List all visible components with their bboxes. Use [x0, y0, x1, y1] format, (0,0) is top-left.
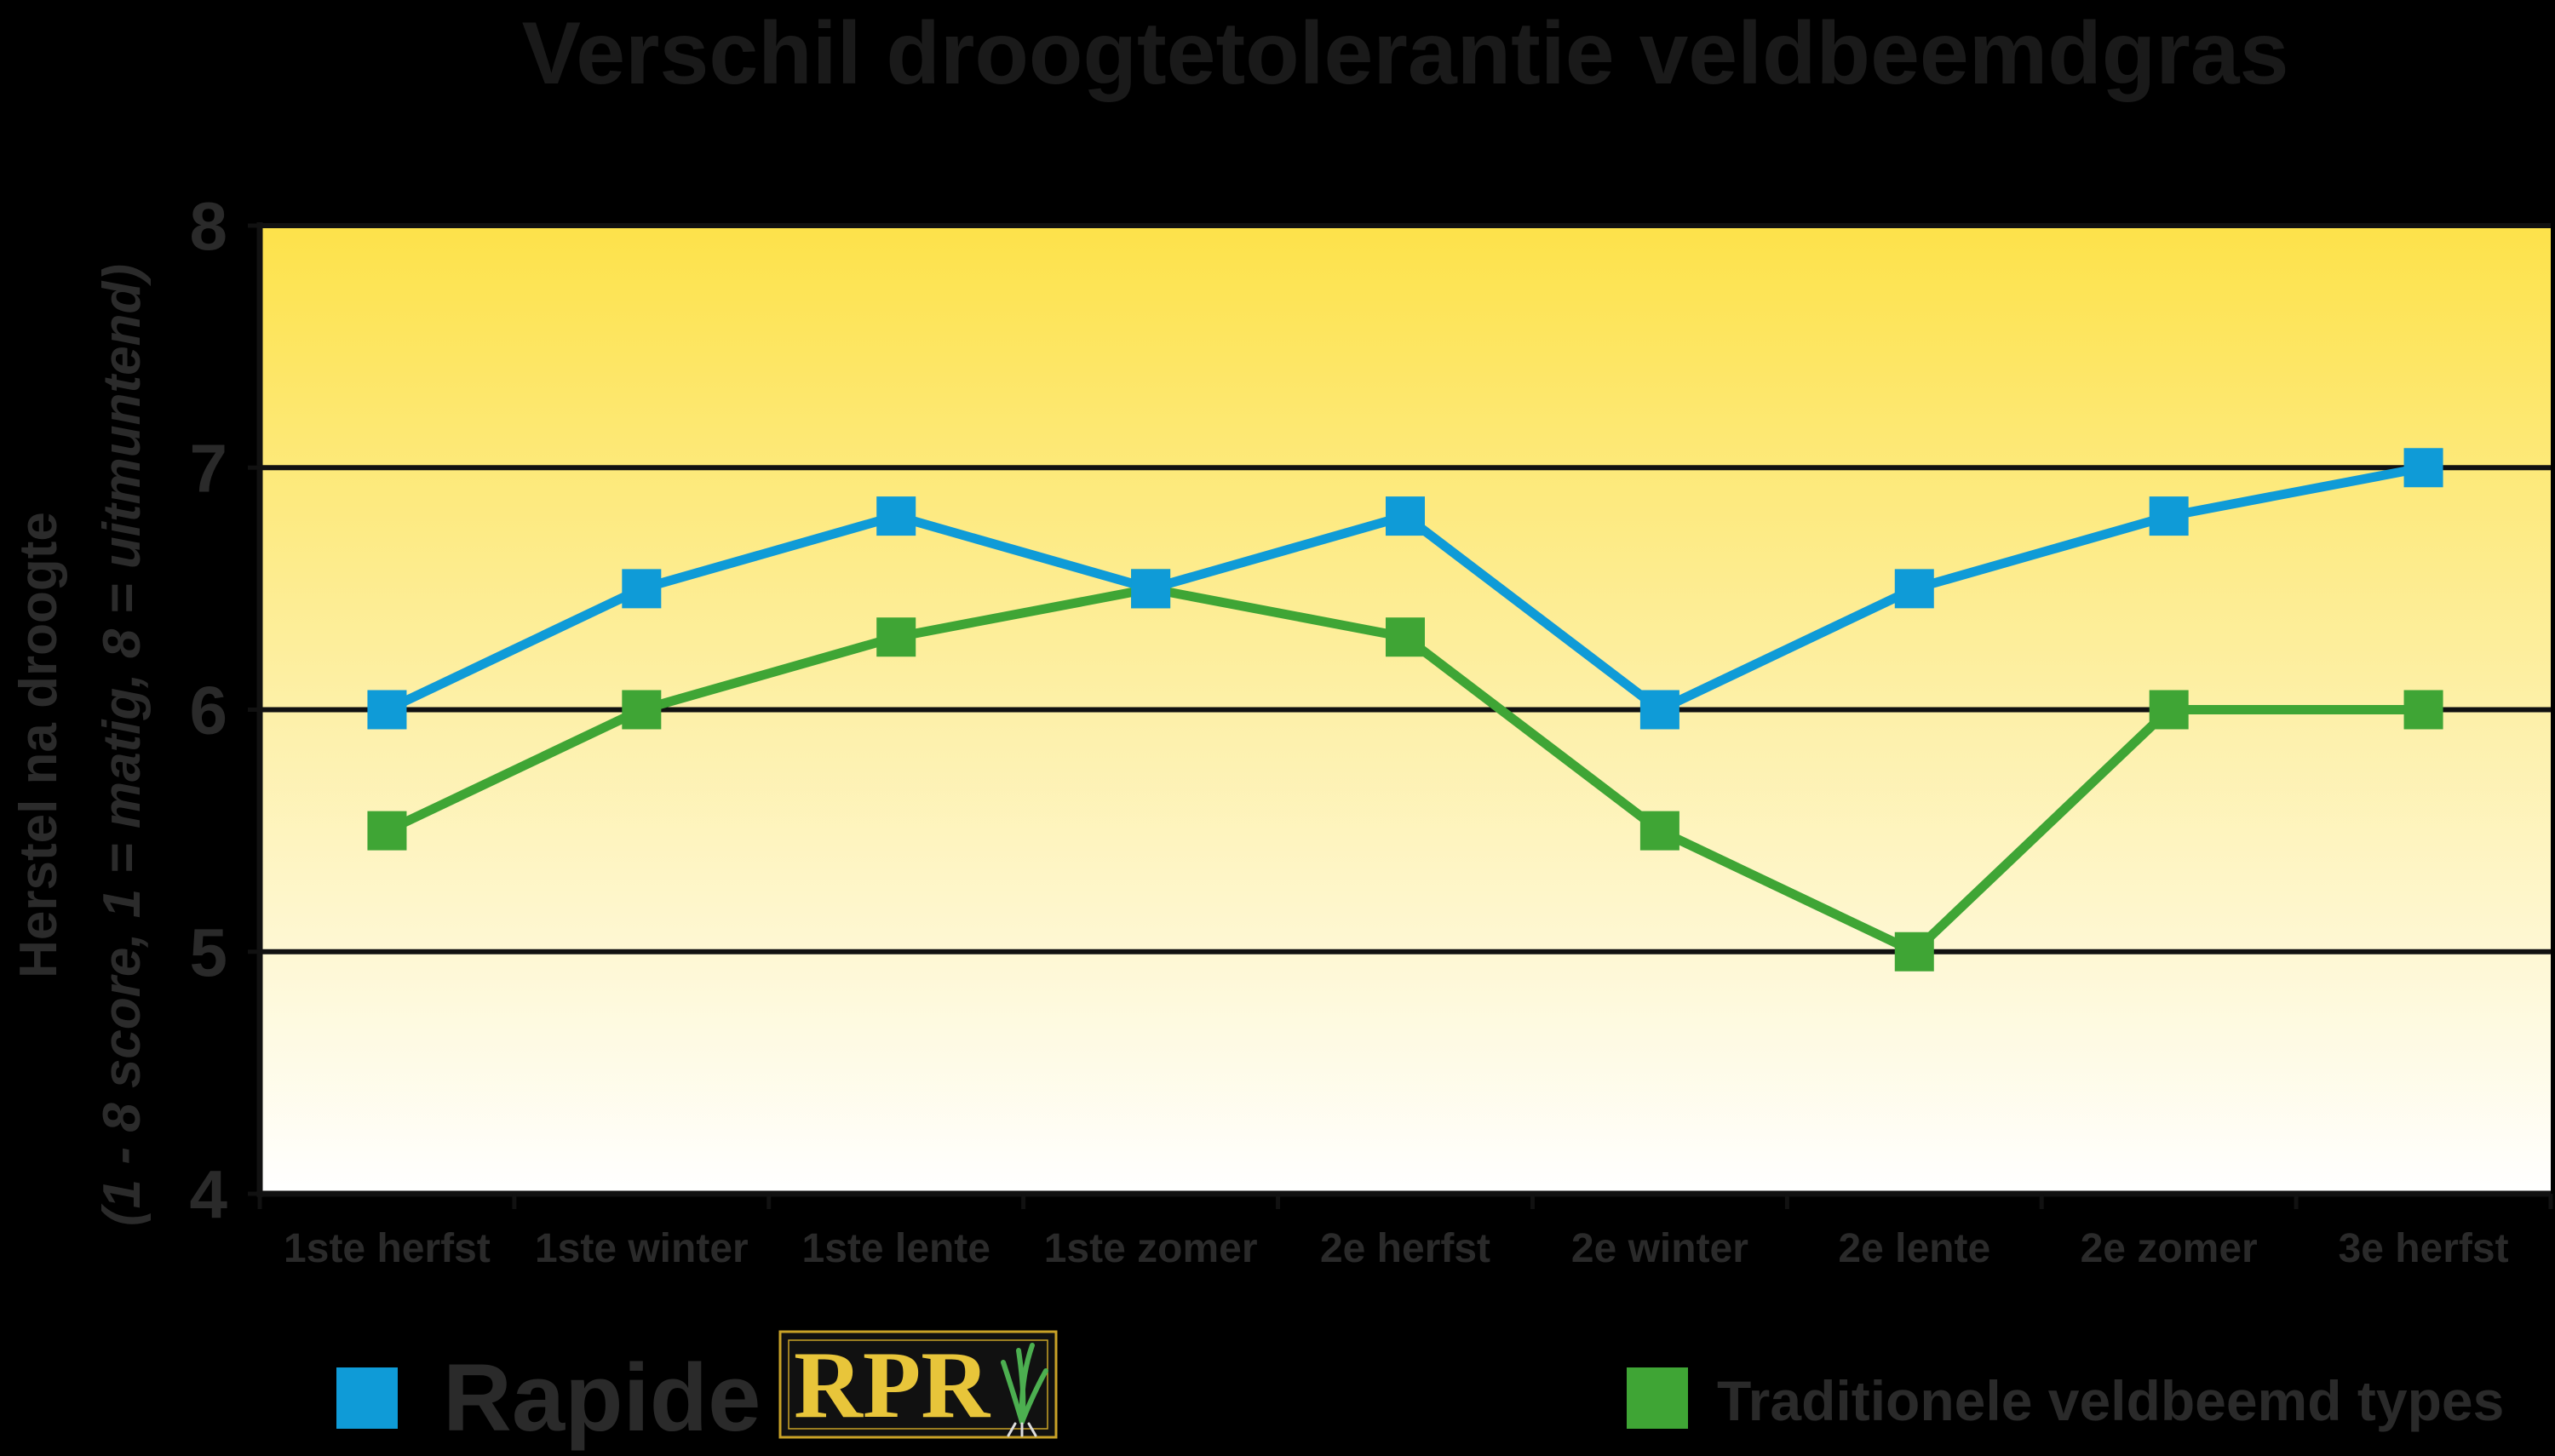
data-point [367, 690, 407, 730]
legend-label-traditionele: Traditionele veldbeemd types [1717, 1369, 2504, 1432]
y-tick-label: 8 [190, 188, 228, 264]
data-point [1386, 617, 1425, 657]
x-tick-label: 1ste herfst [284, 1226, 491, 1271]
y-axis-label-group: Herstel na droogte [9, 512, 68, 978]
y-axis-label: Herstel na droogte [9, 512, 68, 978]
grass-icon [1001, 1343, 1048, 1437]
data-point [367, 811, 407, 851]
data-point [2149, 690, 2189, 730]
x-tick-label: 2e lente [1838, 1226, 1990, 1271]
data-point [622, 569, 662, 609]
data-point [2403, 690, 2443, 730]
x-tick-label: 2e herfst [1320, 1226, 1490, 1271]
series-traditionele [367, 569, 2443, 972]
data-point [1639, 690, 1679, 730]
legend: Rapide RPR Traditionele veldbeemd types [336, 1330, 2504, 1451]
x-tick-label: 2e zomer [2081, 1226, 2258, 1271]
data-point [2403, 448, 2443, 488]
data-point [1894, 931, 1934, 972]
data-point [876, 617, 916, 657]
x-tick-label: 3e herfst [2339, 1226, 2509, 1271]
x-axis-ticks: 1ste herfst 1ste winter 1ste lente 1ste zom… [257, 1194, 2553, 1271]
x-tick-label: 1ste lente [802, 1226, 990, 1271]
series-layer [367, 448, 2443, 972]
x-tick-label: 2e winter [1571, 1226, 1748, 1271]
legend-swatch-rapide [336, 1367, 398, 1429]
data-point [2149, 496, 2189, 536]
y-axis-sublabel: (1 - 8 score, 1 = matig, 8 = uitmuntend) [93, 264, 152, 1226]
legend-label-rapide: Rapide [443, 1344, 761, 1451]
data-point [1894, 569, 1934, 609]
data-point [1131, 569, 1171, 609]
data-point [622, 690, 662, 730]
y-tick-label: 6 [190, 673, 228, 748]
y-axis-sublabel-group: (1 - 8 score, 1 = matig, 8 = uitmuntend) [93, 264, 152, 1226]
chart-title: Verschil droogtetolerantie veldbeemdgras [522, 4, 2289, 103]
data-point [1386, 496, 1425, 536]
data-point [876, 496, 916, 536]
series-rapide [367, 448, 2443, 730]
logo-text: RPR [794, 1333, 990, 1438]
rpr-logo: RPR [778, 1330, 1058, 1439]
legend-swatch-traditionele [1627, 1367, 1688, 1429]
y-tick-label: 4 [190, 1156, 228, 1232]
x-tick-label: 1ste winter [535, 1226, 749, 1271]
y-axis-ticks: 4 5 6 7 8 [190, 188, 260, 1232]
x-tick-label: 1ste zomer [1044, 1226, 1258, 1271]
data-point [1639, 811, 1679, 851]
y-tick-label: 5 [190, 914, 228, 990]
y-tick-label: 7 [190, 430, 228, 506]
